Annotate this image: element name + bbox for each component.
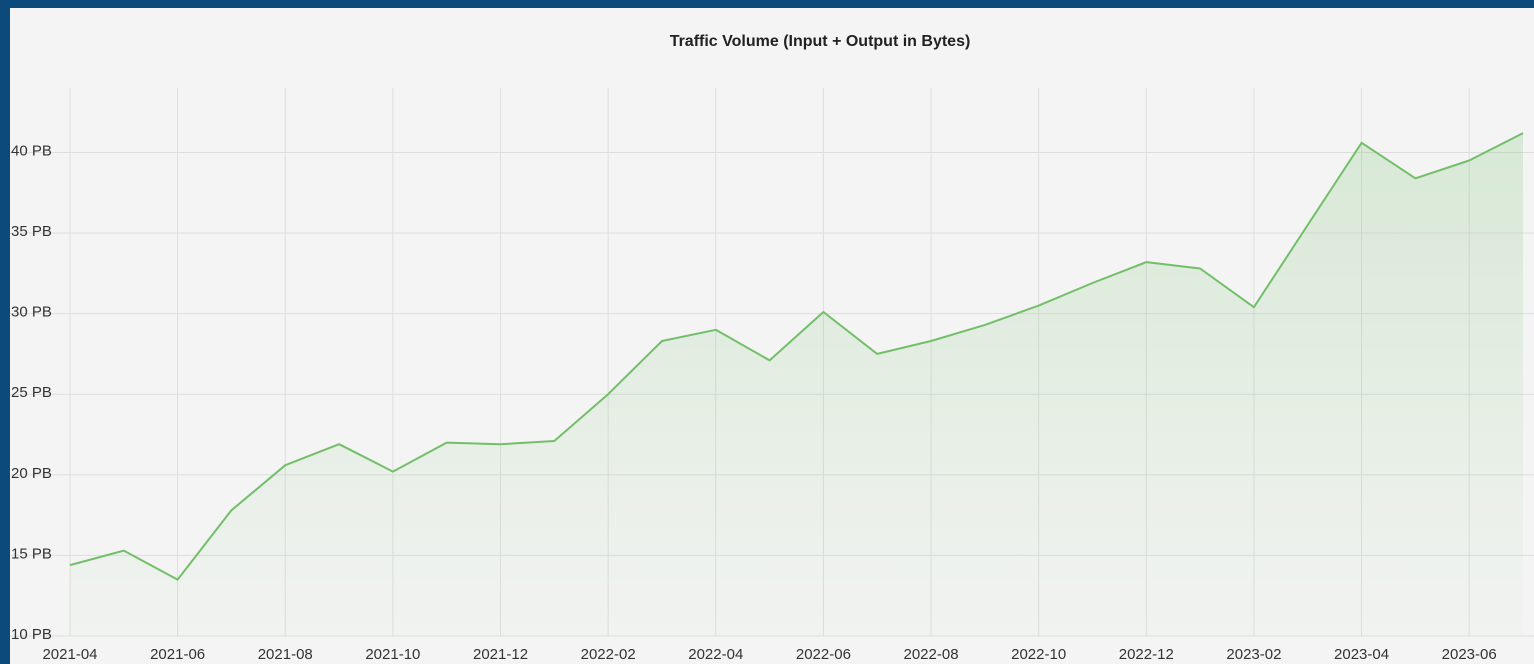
- x-tick-label: 2023-02: [1226, 646, 1281, 663]
- x-tick-label: 2023-06: [1442, 646, 1497, 663]
- y-tick-label: 30 PB: [11, 304, 52, 321]
- x-tick-label: 2021-12: [473, 646, 528, 663]
- x-tick-label: 2022-04: [688, 646, 743, 663]
- y-tick-label: 20 PB: [11, 465, 52, 482]
- y-tick-label: 10 PB: [11, 626, 52, 643]
- y-tick-label: 40 PB: [11, 142, 52, 159]
- x-tick-label: 2022-08: [904, 646, 959, 663]
- line: [69, 132, 1524, 581]
- x-tick-label: 2022-02: [581, 646, 636, 663]
- x-tick-label: 2021-04: [42, 646, 97, 663]
- x-tick-label: 2023-04: [1334, 646, 1389, 663]
- y-tick-label: 15 PB: [11, 545, 52, 562]
- chart-title: Traffic Volume (Input + Output in Bytes): [670, 33, 971, 50]
- x-tick-label: 2021-06: [150, 646, 205, 663]
- x-tick-label: 2021-08: [258, 646, 313, 663]
- x-tick-label: 2022-06: [796, 646, 851, 663]
- x-tick-label: 2022-10: [1011, 646, 1066, 663]
- y-tick-label: 35 PB: [11, 223, 52, 240]
- x-tick-label: 2021-10: [365, 646, 420, 663]
- area: [70, 133, 1523, 636]
- y-tick-label: 25 PB: [11, 384, 52, 401]
- x-tick-label: 2022-12: [1119, 646, 1174, 663]
